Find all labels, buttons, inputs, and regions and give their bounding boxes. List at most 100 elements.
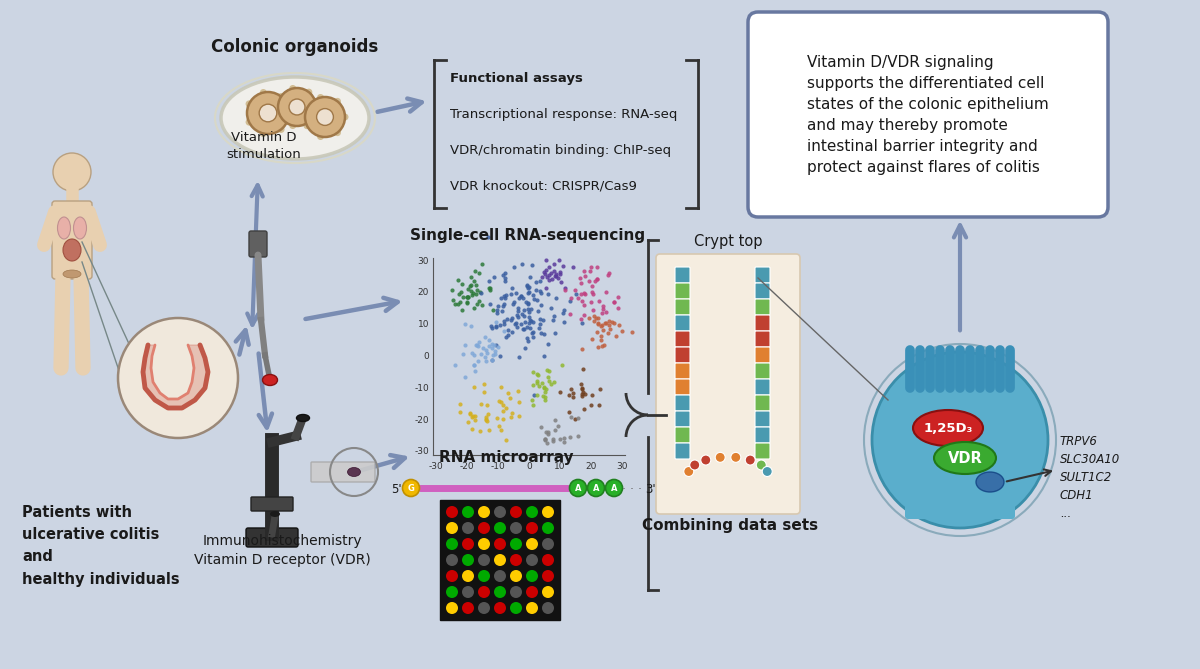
Ellipse shape (296, 415, 310, 421)
Circle shape (246, 118, 252, 126)
Point (493, 301, 512, 312)
Circle shape (510, 522, 522, 534)
Point (532, 422, 551, 433)
Ellipse shape (934, 442, 996, 474)
Point (496, 273, 515, 284)
Circle shape (462, 522, 474, 534)
Point (466, 266, 485, 276)
Point (604, 318, 623, 328)
Point (582, 399, 601, 410)
Point (522, 304, 541, 314)
Point (562, 384, 581, 395)
Point (563, 388, 582, 399)
Point (510, 293, 529, 304)
Circle shape (872, 352, 1048, 528)
Point (490, 396, 509, 407)
Text: -30: -30 (428, 462, 444, 471)
Point (493, 400, 512, 411)
Circle shape (510, 506, 522, 518)
Point (523, 367, 542, 378)
Point (548, 421, 568, 432)
Point (540, 366, 559, 377)
Point (463, 287, 482, 298)
Point (535, 266, 554, 277)
Point (480, 282, 499, 293)
Circle shape (510, 538, 522, 550)
Point (559, 407, 578, 417)
Point (520, 286, 539, 297)
Point (454, 349, 473, 359)
Point (527, 369, 546, 380)
Point (533, 378, 552, 389)
Point (509, 303, 528, 314)
Point (599, 320, 618, 330)
Point (588, 262, 607, 272)
FancyBboxPatch shape (251, 497, 293, 511)
Point (556, 284, 575, 295)
Circle shape (542, 554, 554, 566)
Point (517, 280, 536, 290)
Point (574, 287, 593, 298)
Point (583, 305, 602, 316)
Point (523, 317, 542, 328)
Circle shape (446, 602, 458, 614)
Point (506, 288, 526, 298)
Ellipse shape (58, 217, 71, 239)
Circle shape (756, 460, 767, 470)
Ellipse shape (73, 217, 86, 239)
Point (443, 284, 462, 295)
Point (449, 274, 468, 285)
Point (511, 290, 530, 301)
Point (550, 268, 569, 279)
Point (574, 265, 593, 276)
Point (508, 322, 527, 332)
Circle shape (526, 554, 538, 566)
Point (503, 312, 522, 323)
Point (518, 288, 538, 298)
Point (511, 318, 530, 329)
Point (520, 318, 539, 328)
Point (572, 296, 592, 306)
Point (458, 417, 478, 427)
FancyBboxPatch shape (674, 315, 690, 331)
Point (482, 322, 502, 333)
Point (518, 304, 538, 314)
Circle shape (462, 538, 474, 550)
Point (538, 438, 557, 448)
Point (462, 348, 481, 359)
Point (520, 282, 539, 292)
FancyBboxPatch shape (755, 283, 770, 299)
Point (596, 287, 616, 298)
Point (582, 296, 601, 307)
Point (490, 420, 509, 431)
Circle shape (289, 85, 296, 92)
Circle shape (510, 602, 522, 614)
Point (522, 328, 541, 339)
Point (467, 284, 486, 295)
Point (572, 389, 592, 399)
Point (538, 272, 557, 282)
Point (502, 411, 521, 422)
Point (574, 387, 593, 397)
Point (582, 334, 601, 345)
FancyBboxPatch shape (755, 395, 770, 411)
Point (514, 293, 533, 304)
Point (456, 371, 475, 382)
Point (542, 274, 562, 284)
Point (493, 413, 512, 424)
FancyBboxPatch shape (755, 347, 770, 363)
Point (528, 389, 547, 400)
FancyBboxPatch shape (674, 267, 690, 283)
FancyBboxPatch shape (755, 315, 770, 331)
Circle shape (478, 538, 490, 550)
Point (589, 400, 608, 411)
Point (492, 397, 511, 407)
Point (529, 306, 548, 317)
Point (572, 390, 592, 401)
Point (464, 381, 484, 392)
Circle shape (478, 522, 490, 534)
Point (590, 384, 610, 395)
Point (538, 289, 557, 300)
Text: VDR knockout: CRISPR/Cas9: VDR knockout: CRISPR/Cas9 (450, 179, 637, 193)
Text: Vitamin D/VDR signaling
supports the differentiated cell
states of the colonic e: Vitamin D/VDR signaling supports the dif… (808, 54, 1049, 175)
